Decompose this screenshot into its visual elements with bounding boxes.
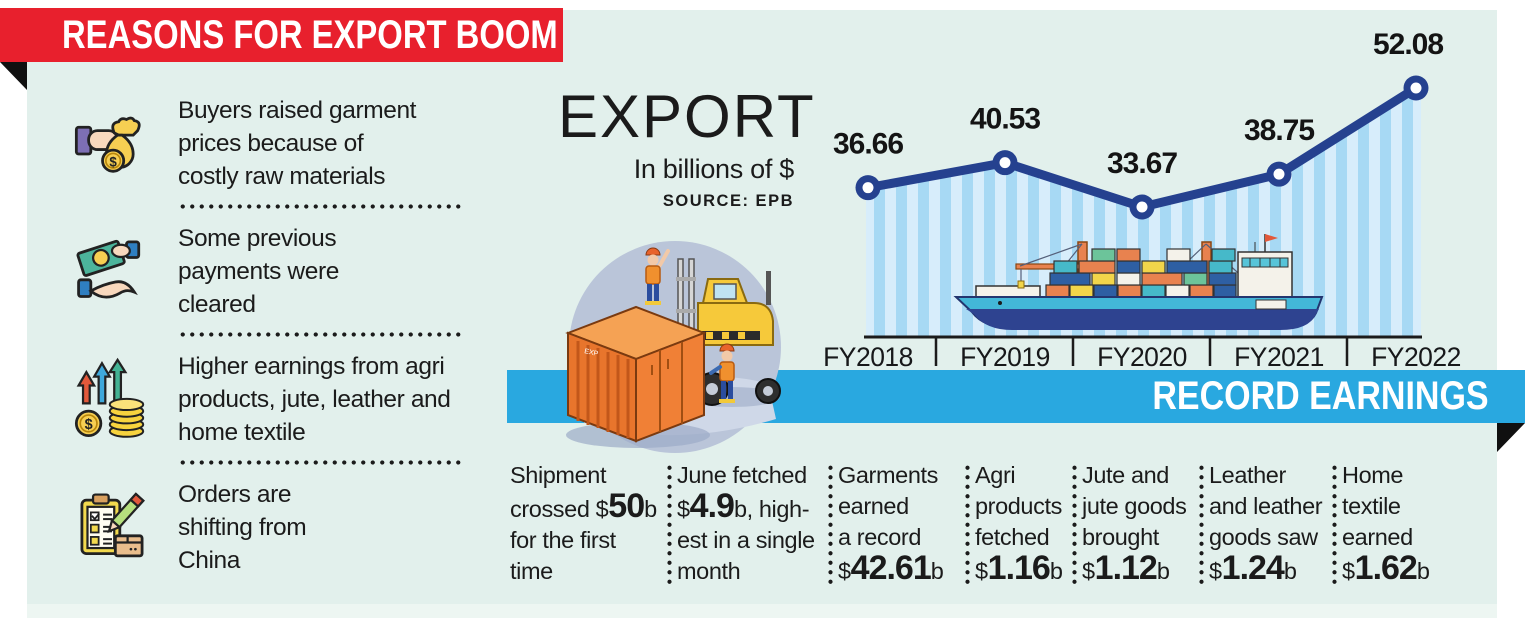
stat-item: Leather and leather goods saw $1.24b: [1209, 462, 1323, 587]
chart-title: EXPORT: [558, 83, 816, 150]
header-banner: REASONS FOR EXPORT BOOM: [0, 8, 563, 62]
data-point-value-label: 38.75: [1244, 114, 1314, 147]
dotted-column-divider: [828, 463, 833, 589]
chart-line: [855, 75, 1429, 220]
dotted-divider: [178, 460, 462, 465]
cargo-ship-illustration: [953, 234, 1324, 330]
dotted-column-divider: [1072, 463, 1077, 589]
x-axis-label: FY2019: [960, 342, 1050, 372]
stat-item: Jute and jute goods brought $1.12b: [1082, 462, 1187, 587]
rising-earnings-icon: $: [72, 357, 152, 441]
x-axis-label: FY2021: [1234, 342, 1324, 372]
dotted-divider: [178, 204, 462, 209]
x-axis-label: FY2018: [823, 342, 913, 372]
reason-item: $ Buyers raised garment prices because of c…: [72, 94, 470, 193]
port-forklift-illustration: EXP: [560, 235, 800, 465]
chart-heading: EXPORT In billions of $ SOURCE: EPB: [558, 83, 816, 211]
stat-item: Shipment crossed $50b for the first time: [510, 462, 657, 584]
ribbon-fold-right: [1497, 423, 1525, 452]
header-title: REASONS FOR EXPORT BOOM: [62, 12, 558, 57]
ribbon-fold-left: [0, 62, 27, 90]
dotted-divider: [178, 332, 462, 337]
reason-item: Some previous payments were cleared: [72, 222, 470, 321]
export-line-chart: 36.66 40.53 33.67 38.75 52.08 FY2018 FY2019 FY…: [823, 28, 1502, 380]
x-axis-label: FY2020: [1097, 342, 1187, 372]
reason-text: Orders are shifting from China: [178, 481, 307, 574]
data-point-value-label: 40.53: [970, 103, 1040, 136]
cash-exchange-icon: [72, 231, 152, 313]
chart-value-labels: 36.66 40.53 33.67 38.75 52.08: [833, 28, 1444, 180]
dotted-column-divider: [667, 463, 672, 589]
x-axis-label: FY2022: [1371, 342, 1461, 372]
reason-item: $ Higher earnings from agri products, jute…: [72, 350, 470, 449]
chart-source: SOURCE: EPB: [662, 192, 794, 210]
svg-text:$: $: [85, 416, 93, 432]
data-point-value-label: 52.08: [1373, 28, 1443, 61]
dotted-column-divider: [1199, 463, 1204, 589]
dotted-column-divider: [1332, 463, 1337, 589]
record-earnings-title: RECORD EARNINGS: [1152, 374, 1489, 418]
reason-text: Some previous payments were cleared: [178, 225, 339, 318]
chart-subtitle: In billions of $: [633, 154, 795, 184]
stat-item: Home textile earned $1.62b: [1342, 462, 1430, 587]
x-axis-ticks: [934, 337, 1349, 366]
stat-item: Garments earned a record $42.61b: [838, 462, 944, 587]
data-point-value-label: 33.67: [1107, 147, 1177, 180]
reason-text: Buyers raised garment prices because of co…: [178, 97, 417, 190]
money-bag-hand-icon: $: [72, 103, 152, 185]
reason-item: Orders are shifting from China: [72, 478, 470, 577]
reasons-list: $ Buyers raised garment prices because of c…: [72, 94, 470, 577]
stat-item: Agri products fetched $1.16b: [975, 462, 1063, 587]
record-earnings-stats: Shipment crossed $50b for the first time Jun…: [510, 460, 1495, 589]
order-clipboard-icon: [72, 487, 152, 569]
data-point-value-label: 36.66: [833, 128, 903, 161]
panel-bottom-strip: [27, 604, 1497, 618]
svg-text:$: $: [109, 154, 117, 169]
chart-category-labels: FY2018 FY2019 FY2020 FY2021 FY2022: [823, 342, 1461, 372]
stat-item: June fetched $4.9b, high-est in a single m…: [677, 462, 815, 584]
reason-text: Higher earnings from agri products, jute,…: [178, 353, 451, 446]
dotted-column-divider: [965, 463, 970, 589]
container-code-text: EXP: [584, 348, 599, 358]
